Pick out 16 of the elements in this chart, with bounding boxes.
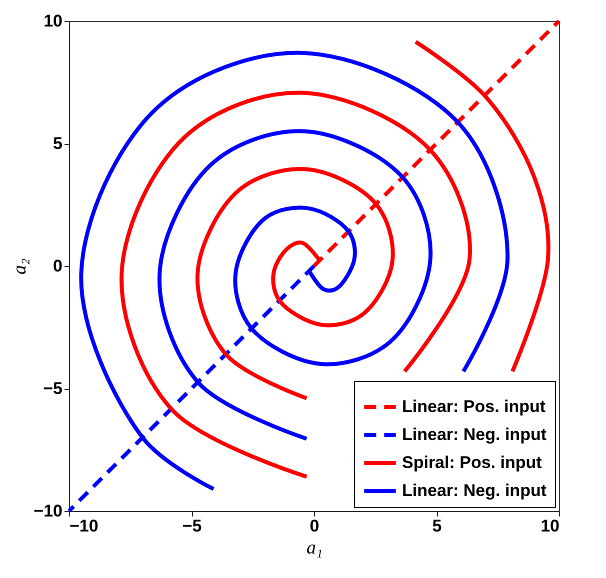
x-tick-label: −5 <box>182 516 202 536</box>
y-tick-label: −5 <box>43 379 62 398</box>
legend-label: Linear: Neg. input <box>402 425 547 444</box>
x-tick-label: 5 <box>432 516 442 536</box>
legend-label: Spiral: Pos. input <box>402 453 542 472</box>
y-axis-title: a₂ <box>10 258 31 275</box>
x-tick-label: −10 <box>70 516 98 536</box>
legend-label: Linear: Neg. input <box>402 481 547 500</box>
x-axis-title: a₁ <box>306 538 323 558</box>
legend-label: Linear: Pos. input <box>402 397 546 416</box>
y-tick-label: 0 <box>53 256 62 276</box>
y-tick-label: 5 <box>53 134 62 153</box>
x-tick-label: 10 <box>540 516 560 536</box>
x-tick-label: 0 <box>310 516 320 536</box>
y-tick-label: −10 <box>34 502 62 520</box>
y-tick-label: 10 <box>44 12 62 30</box>
